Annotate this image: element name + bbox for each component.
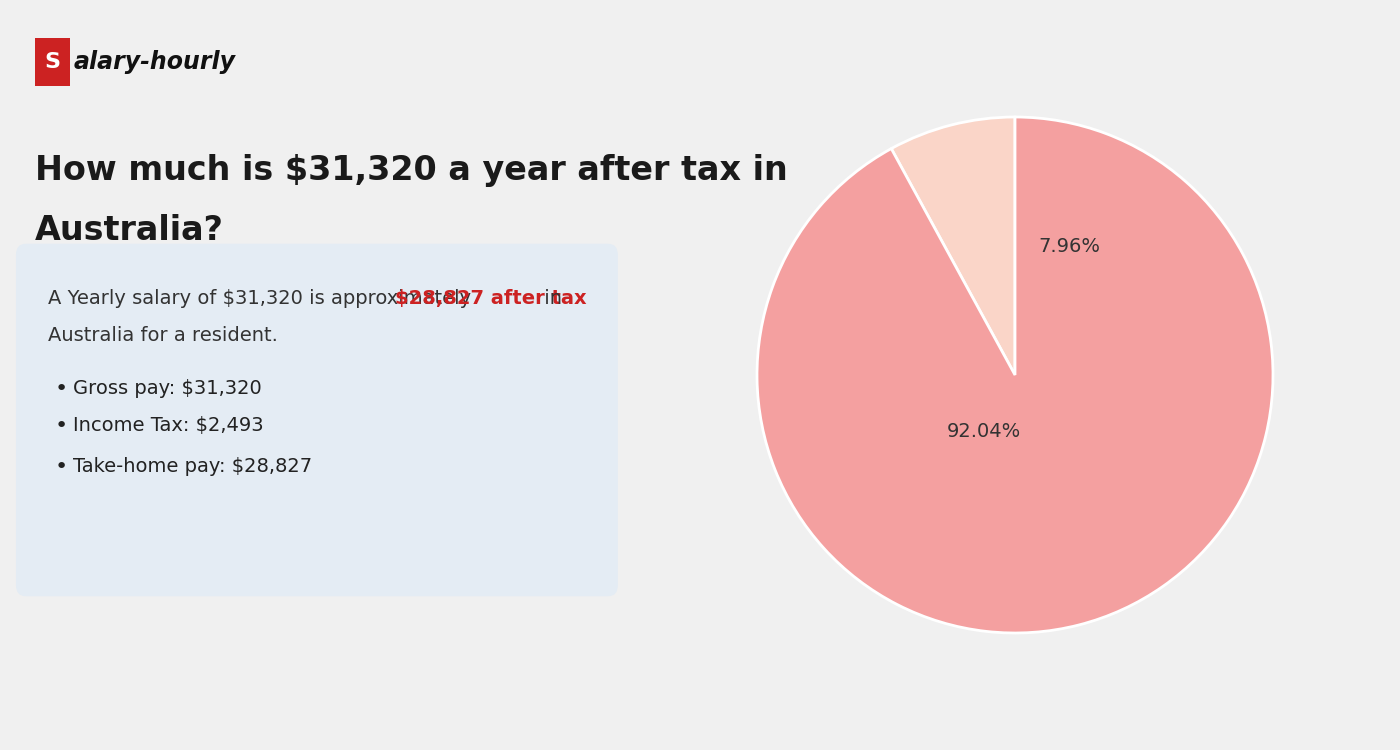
Text: alary-hourly: alary-hourly (73, 50, 235, 74)
Text: •: • (55, 379, 67, 399)
Text: S: S (45, 52, 60, 71)
Text: How much is $31,320 a year after tax in: How much is $31,320 a year after tax in (35, 154, 788, 187)
Text: Australia?: Australia? (35, 214, 224, 247)
Text: Take-home pay: $28,827: Take-home pay: $28,827 (73, 458, 312, 476)
FancyBboxPatch shape (35, 38, 70, 86)
Wedge shape (757, 117, 1273, 633)
Text: •: • (55, 416, 67, 436)
Text: 92.04%: 92.04% (946, 422, 1021, 441)
Text: 7.96%: 7.96% (1039, 236, 1100, 256)
Text: Australia for a resident.: Australia for a resident. (48, 326, 277, 345)
Wedge shape (892, 117, 1015, 375)
Legend: Income Tax, Take-home Pay: Income Tax, Take-home Pay (822, 0, 1208, 5)
FancyBboxPatch shape (15, 244, 617, 596)
Text: $28,827 after tax: $28,827 after tax (395, 289, 587, 308)
Text: Income Tax: $2,493: Income Tax: $2,493 (73, 416, 263, 435)
Text: A Yearly salary of $31,320 is approximately: A Yearly salary of $31,320 is approximat… (48, 289, 477, 308)
Text: Gross pay: $31,320: Gross pay: $31,320 (73, 379, 262, 398)
Text: in: in (538, 289, 563, 308)
Text: •: • (55, 458, 67, 478)
